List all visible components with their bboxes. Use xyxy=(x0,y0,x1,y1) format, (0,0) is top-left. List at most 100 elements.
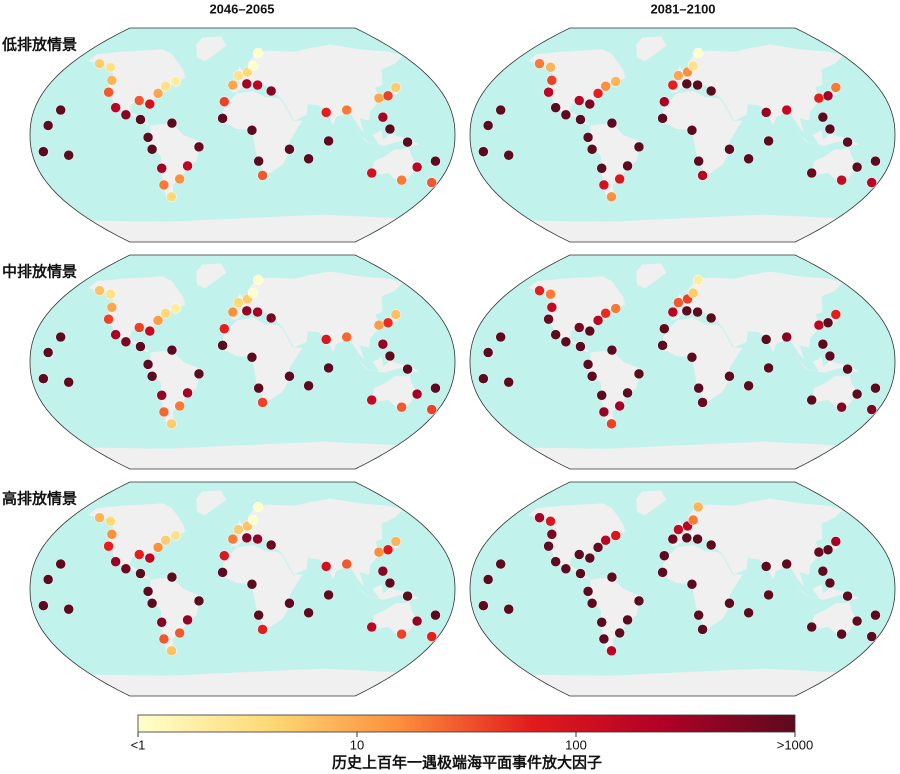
site-dot xyxy=(133,549,145,560)
site-dot xyxy=(320,334,332,345)
site-dot xyxy=(478,600,489,611)
site-dot xyxy=(687,60,699,72)
land-shape xyxy=(810,148,858,181)
site-dot xyxy=(606,645,617,657)
site-dot xyxy=(42,574,54,585)
site-dot xyxy=(120,336,132,348)
site-dot xyxy=(545,515,556,527)
site-dot xyxy=(600,308,611,319)
site-dot xyxy=(430,155,441,167)
site-dot xyxy=(550,329,561,340)
site-dot xyxy=(156,617,167,628)
site-dot xyxy=(478,146,489,157)
site-dot xyxy=(366,167,377,179)
site-dot xyxy=(851,388,863,400)
site-dot xyxy=(382,317,394,329)
site-dot xyxy=(824,123,836,135)
site-dot xyxy=(396,628,407,640)
site-dot xyxy=(495,104,506,116)
site-dot xyxy=(252,533,263,545)
site-dot xyxy=(156,390,167,401)
map-panel xyxy=(29,27,456,243)
site-dot xyxy=(596,390,607,401)
site-dot xyxy=(503,149,514,161)
site-dot xyxy=(219,323,230,334)
site-dot xyxy=(667,533,679,545)
site-dot xyxy=(384,350,396,362)
site-dot xyxy=(697,397,708,408)
site-dot xyxy=(341,558,352,570)
land-shape xyxy=(586,350,642,428)
site-dot xyxy=(144,325,156,337)
site-dot xyxy=(94,512,105,523)
site-dot xyxy=(724,598,735,609)
land-shape xyxy=(636,490,667,516)
site-dot xyxy=(174,400,185,412)
site-dot xyxy=(575,341,586,352)
site-dot xyxy=(633,368,645,380)
site-dot xyxy=(610,303,621,314)
site-dot xyxy=(146,598,158,609)
land-shape xyxy=(222,91,303,177)
site-dot xyxy=(103,86,114,98)
map-panel xyxy=(469,254,896,470)
site-dot xyxy=(323,362,334,374)
site-dot xyxy=(257,170,268,181)
site-dot xyxy=(227,79,239,91)
site-dot xyxy=(94,58,105,69)
site-dot xyxy=(687,514,699,526)
site-dot xyxy=(135,341,146,352)
site-dot xyxy=(146,371,158,382)
site-dot xyxy=(584,552,596,564)
site-dot xyxy=(781,558,792,570)
site-dot xyxy=(341,331,352,343)
site-dot xyxy=(830,309,842,320)
site-dot xyxy=(822,317,834,329)
site-dot xyxy=(110,102,121,113)
site-dot xyxy=(686,124,698,136)
site-dot xyxy=(160,308,171,319)
land-shape xyxy=(91,668,398,696)
site-dot xyxy=(586,144,598,155)
column-title: 2081–2100 xyxy=(650,1,715,16)
site-dot xyxy=(673,524,684,535)
site-dot xyxy=(870,382,881,394)
site-dot xyxy=(193,595,205,607)
site-dot xyxy=(166,418,177,430)
land-shape xyxy=(531,214,838,242)
site-dot xyxy=(55,558,66,570)
site-dot xyxy=(110,329,121,340)
site-dot xyxy=(182,160,193,172)
land xyxy=(528,36,860,242)
site-dot xyxy=(144,552,156,564)
site-dot xyxy=(166,117,178,129)
site-dot xyxy=(170,303,181,314)
site-dot xyxy=(366,621,377,633)
site-dot xyxy=(681,78,693,90)
site-dot xyxy=(252,47,264,59)
land-shape xyxy=(146,577,202,655)
row-label: 中排放情景 xyxy=(2,263,77,281)
colorbar-tick-label: 10 xyxy=(350,737,364,752)
site-dot xyxy=(830,536,842,547)
site-dot xyxy=(836,174,847,186)
map-border xyxy=(469,27,896,243)
site-dot xyxy=(303,153,314,165)
land-shape xyxy=(370,148,418,181)
land-shape xyxy=(370,602,418,635)
site-dot xyxy=(411,161,423,173)
site-dot xyxy=(396,174,407,186)
land xyxy=(528,490,860,696)
site-dot xyxy=(692,79,703,91)
site-dot xyxy=(156,163,167,174)
land-shape xyxy=(370,375,418,408)
site-dot xyxy=(560,336,572,348)
site-dot xyxy=(806,621,817,633)
site-dot xyxy=(373,546,385,558)
site-dot xyxy=(592,88,604,99)
land-shape xyxy=(586,123,642,201)
site-dot xyxy=(743,153,754,165)
site-dot xyxy=(341,104,352,116)
site-dot xyxy=(584,98,596,110)
land-shape xyxy=(586,577,642,655)
